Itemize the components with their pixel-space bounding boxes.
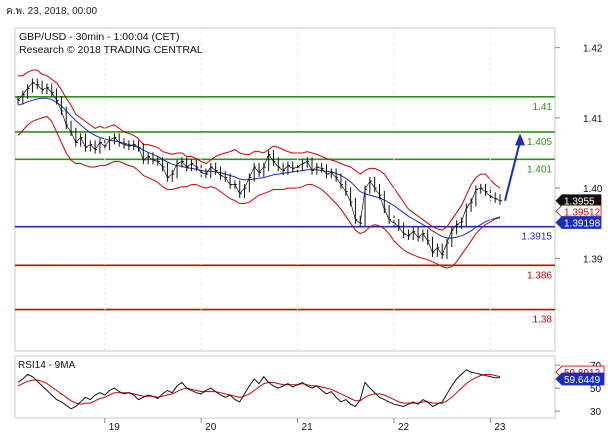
- y-tick-label: 1.40: [583, 184, 603, 195]
- rsi-plot-area: [14, 355, 556, 419]
- rsi-panel: RSI14 - 9MA: [14, 355, 556, 419]
- price-tag-label-0: 1.3955: [564, 197, 595, 208]
- level-label-3: 1.3915: [521, 232, 552, 243]
- price-tag-label-2: 1.39198: [564, 219, 601, 230]
- x-tick-label: 21: [302, 422, 314, 433]
- y-tick-label: 1.41: [583, 114, 603, 125]
- x-tick-label: 19: [109, 422, 121, 433]
- price-tag-1: [555, 204, 602, 218]
- symbol-title: GBP/USD - 30min - 1:00:04 (CET): [19, 31, 179, 43]
- main-plot-area: [14, 27, 556, 352]
- chart-marks: 1.41 1.405 1.401 1.3915 1.386 1.38 1.42 1.41 1.4…: [15, 28, 605, 433]
- projection-arrow-head: [515, 133, 525, 146]
- x-tick-label: 23: [494, 422, 506, 433]
- bollinger-lower-line: [17, 115, 501, 269]
- x-tick-label: 20: [205, 422, 217, 433]
- rsi-y-tick-label: 30: [590, 407, 602, 418]
- date-label: ค.พ. 23, 2018, 00:00: [6, 6, 98, 17]
- rsi-y-tick-label: 50: [590, 384, 602, 395]
- date-header: ค.พ. 23, 2018, 00:00: [0, 0, 615, 22]
- y-tick-label: 1.42: [583, 44, 603, 55]
- x-tick-label: 22: [398, 422, 410, 433]
- bollinger-upper-line: [18, 69, 501, 231]
- level-label-2: 1.401: [527, 164, 552, 175]
- rsi-tag-label-1: 59.6449: [564, 375, 601, 386]
- main-price-panel: GBP/USD - 30min - 1:00:04 (CET) Research…: [14, 27, 556, 352]
- rsi-line: [17, 369, 500, 410]
- moving-average-line: [17, 97, 501, 239]
- rsi-tag-1: [555, 372, 605, 386]
- level-label-1: 1.405: [527, 137, 552, 148]
- price-tag-2: [555, 216, 602, 229]
- copyright-text: Research © 2018 TRADING CENTRAL: [19, 44, 203, 56]
- level-label-0: 1.41: [533, 102, 553, 113]
- level-label-5: 1.38: [533, 315, 553, 326]
- projection-arrow-shaft: [504, 141, 521, 201]
- y-tick-label: 1.39: [583, 254, 603, 265]
- rsi-label: RSI14 - 9MA: [18, 360, 76, 371]
- level-label-4: 1.386: [527, 270, 552, 281]
- price-line: [17, 82, 501, 256]
- price-tag-label-1: 1.39512: [564, 207, 601, 218]
